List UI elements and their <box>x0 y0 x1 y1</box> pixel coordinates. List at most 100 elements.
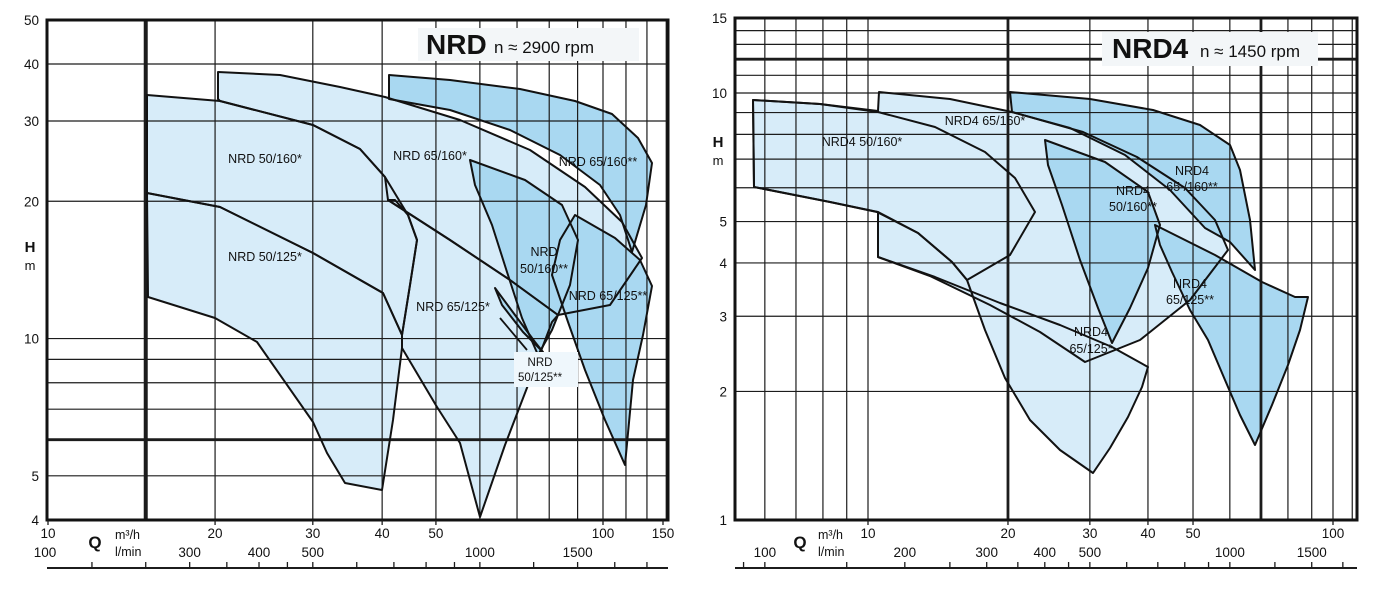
x-tick-label-m3h: 150 <box>652 526 675 541</box>
x-tick-label-m3h: 40 <box>1140 526 1155 541</box>
region-outline <box>752 91 1229 363</box>
region-label: NRD <box>530 245 557 259</box>
nrd-region-fills <box>147 72 652 517</box>
region-outline <box>146 192 403 491</box>
nrd-region-labels: NRD 50/160* NRD 50/125* NRD 65/160* NRD 65/… <box>228 149 647 384</box>
x-axis-unit-lmin: l/min <box>115 545 141 559</box>
region-label: NRD <box>528 357 553 369</box>
y-axis-unit: m <box>25 258 36 273</box>
region-outline <box>877 211 1149 474</box>
y-tick-label: 20 <box>24 194 39 209</box>
y-axis-unit: m <box>713 153 724 168</box>
x-tick-label-lmin: 100 <box>34 545 57 560</box>
plot-frame <box>45 18 670 522</box>
region-label: NRD 65/160* <box>393 149 467 163</box>
x-tick-label-m3h: 30 <box>1082 526 1097 541</box>
y-tick-label: 10 <box>24 332 39 347</box>
y-tick-label: 10 <box>712 86 727 101</box>
region-label: NRD4 <box>1175 164 1209 178</box>
region-label: 65/125** <box>1166 293 1214 307</box>
region-label: NRD 50/160* <box>228 152 302 166</box>
region-label: NRD4 <box>1116 184 1150 198</box>
region-label: NRD 50/125* <box>228 250 302 264</box>
x-tick-label-m3h: 30 <box>305 526 320 541</box>
region-label: NRD4 <box>1074 325 1108 339</box>
plot-frame <box>733 16 1359 522</box>
x-tick-label-lmin: 200 <box>894 545 917 560</box>
x-tick-label-lmin: 300 <box>178 545 201 560</box>
x-tick-label-m3h: 20 <box>1000 526 1015 541</box>
region-label: 65 /160** <box>1166 180 1218 194</box>
x-tick-label-lmin: 1500 <box>1297 545 1327 560</box>
chart-title: NRD4 <box>1112 33 1189 64</box>
chart-nrd4: NRD4 50/160* NRD4 65/160* NRD4 50/160** NRD4… <box>712 11 1359 569</box>
nrd4-region-labels: NRD4 50/160* NRD4 65/160* NRD4 50/160** NRD4… <box>822 114 1218 356</box>
region-fill <box>1045 140 1160 343</box>
y-tick-label: 15 <box>712 11 727 26</box>
nrd-y-axis: 50 40 30 20 10 5 4 Hm <box>24 13 40 528</box>
region-fill <box>389 75 652 252</box>
y-tick-label: 5 <box>719 215 727 230</box>
y-tick-label: 40 <box>24 57 39 72</box>
x-axis-label: Q <box>88 533 101 552</box>
region-fill <box>147 193 402 490</box>
region-label: NRD 65/125** <box>569 289 648 303</box>
nrd4-x-axis: 10 20 30 40 50 100 Q m³/h l/min 100 200 300 400 500 10… <box>735 520 1357 569</box>
nrd-x-axis: 10 20 30 40 50 100 150 Q m³/h l/min 100 300 400 500 10… <box>34 520 675 569</box>
x-tick-label-lmin: 300 <box>975 545 998 560</box>
y-tick-label: 5 <box>31 469 39 484</box>
x-tick-label-lmin: 400 <box>248 545 271 560</box>
region-fill <box>388 200 558 517</box>
region-outline <box>388 74 653 253</box>
x-tick-label-lmin: 500 <box>302 545 325 560</box>
x-tick-label-m3h: 100 <box>592 526 615 541</box>
chart-nrd: NRD 50/160* NRD 50/125* NRD 65/160* NRD 65/… <box>24 13 675 569</box>
y-tick-label: 50 <box>24 13 39 28</box>
region-label: NRD4 65/160* <box>945 114 1026 128</box>
x-tick-label-m3h: 100 <box>1322 526 1345 541</box>
chart-title-box <box>418 28 639 61</box>
x-tick-label-lmin: 500 <box>1079 545 1102 560</box>
y-tick-label: 2 <box>719 384 727 399</box>
region-label: 50/125** <box>518 372 563 384</box>
x-axis-label: Q <box>793 533 806 552</box>
nrd4-region-fills <box>753 92 1308 473</box>
y-tick-label: 30 <box>24 114 39 129</box>
x-tick-label-lmin: 1500 <box>563 545 593 560</box>
region-outline <box>551 214 653 466</box>
label-box <box>514 352 578 387</box>
region-fill <box>1010 92 1255 270</box>
y-tick-label: 1 <box>719 513 727 528</box>
x-tick-label-lmin: 1000 <box>465 545 495 560</box>
region-fill <box>470 160 578 355</box>
y-axis-label: H <box>713 134 724 151</box>
chart-subtitle: n ≈ 2900 rpm <box>494 38 594 57</box>
region-label: NRD4 <box>1173 277 1207 291</box>
region-outline <box>1009 91 1256 271</box>
region-fill <box>552 215 652 465</box>
x-tick-label-m3h: 20 <box>208 526 223 541</box>
y-tick-label: 4 <box>31 513 39 528</box>
x-axis-unit-m3h: m³/h <box>818 528 843 542</box>
label-leader-line <box>499 317 528 351</box>
x-tick-label-m3h: 10 <box>40 526 55 541</box>
region-label: 65/125* <box>1069 342 1112 356</box>
region-outline <box>1044 139 1161 344</box>
chart-title-box <box>1102 32 1318 66</box>
y-axis-label: H <box>25 239 36 256</box>
region-label: 50/160** <box>520 262 568 276</box>
region-outline <box>1154 224 1309 446</box>
x-tick-label-m3h: 10 <box>860 526 875 541</box>
region-label: NRD 65/125* <box>416 300 490 314</box>
x-tick-label-m3h: 50 <box>428 526 443 541</box>
chart-title: NRD <box>426 29 487 60</box>
y-tick-label: 3 <box>719 309 727 324</box>
x-tick-label-m3h: 40 <box>375 526 390 541</box>
x-tick-label-lmin: 400 <box>1034 545 1057 560</box>
x-tick-label-m3h: 50 <box>1186 526 1201 541</box>
region-label: NRD 65/160** <box>559 155 638 169</box>
nrd-grid <box>47 20 668 520</box>
x-axis-unit-lmin: l/min <box>818 545 844 559</box>
